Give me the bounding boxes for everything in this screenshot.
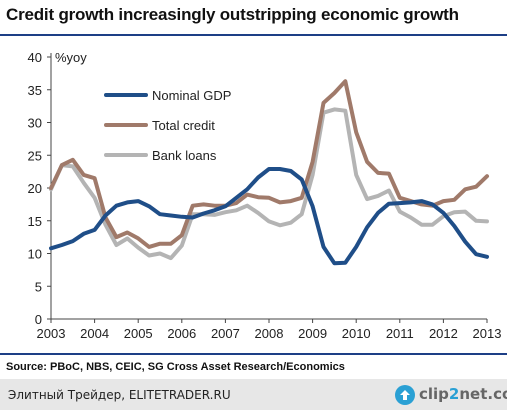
y-tick-label-30: 30 (28, 116, 42, 131)
y-tick-label-0: 0 (35, 312, 42, 327)
y-tick-label-10: 10 (28, 247, 42, 262)
chart-area: 0 5 10 15 20 25 30 35 40 2003 2004 2005 2006 2007 2008… (0, 34, 507, 355)
x-tick-label-2012: 2012 (429, 326, 458, 341)
legend-label-nominal-gdp: Nominal GDP (152, 88, 231, 103)
line-chart: 0 5 10 15 20 25 30 35 40 2003 2004 2005 2006 2007 2008… (28, 50, 502, 341)
clip2net-logo[interactable]: clip2net.com (393, 383, 507, 407)
x-tick-label-2004: 2004 (80, 326, 109, 341)
clip2net-logo-text: clip2net.com (419, 385, 507, 403)
x-tick-label-2007: 2007 (211, 326, 240, 341)
chart-title: Credit growth increasingly outstripping … (6, 5, 459, 24)
y-tick-label-5: 5 (35, 279, 42, 294)
x-tick-label-2008: 2008 (255, 326, 284, 341)
x-tick-label-2006: 2006 (167, 326, 196, 341)
footer-site-text: Элитный Трейдер, ELITETRADER.RU (8, 388, 231, 402)
legend-label-total-credit: Total credit (152, 118, 215, 133)
legend-label-bank-loans: Bank loans (152, 148, 217, 163)
x-tick-label-2005: 2005 (124, 326, 153, 341)
source-note: Source: PBoC, NBS, CEIC, SG Cross Asset … (6, 361, 345, 373)
y-tick-label-40: 40 (28, 50, 42, 65)
y-axis-label: %yoy (55, 50, 87, 65)
x-tick-label-2003: 2003 (37, 326, 66, 341)
x-tick-label-2011: 2011 (386, 326, 414, 341)
y-tick-label-15: 15 (28, 214, 42, 229)
x-tick-label-2009: 2009 (298, 326, 327, 341)
series-line-nominal-gdp (49, 167, 489, 266)
footer-bar: Элитный Трейдер, ELITETRADER.RU clip2net… (0, 379, 507, 410)
x-tick-label-2010: 2010 (342, 326, 371, 341)
y-tick-label-20: 20 (28, 181, 42, 196)
clip2net-logo-icon (395, 385, 415, 405)
x-tick-label-2013: 2013 (473, 326, 502, 341)
y-tick-label-35: 35 (28, 83, 42, 98)
y-tick-label-25: 25 (28, 148, 42, 163)
series-line-bank-loans (49, 107, 489, 261)
